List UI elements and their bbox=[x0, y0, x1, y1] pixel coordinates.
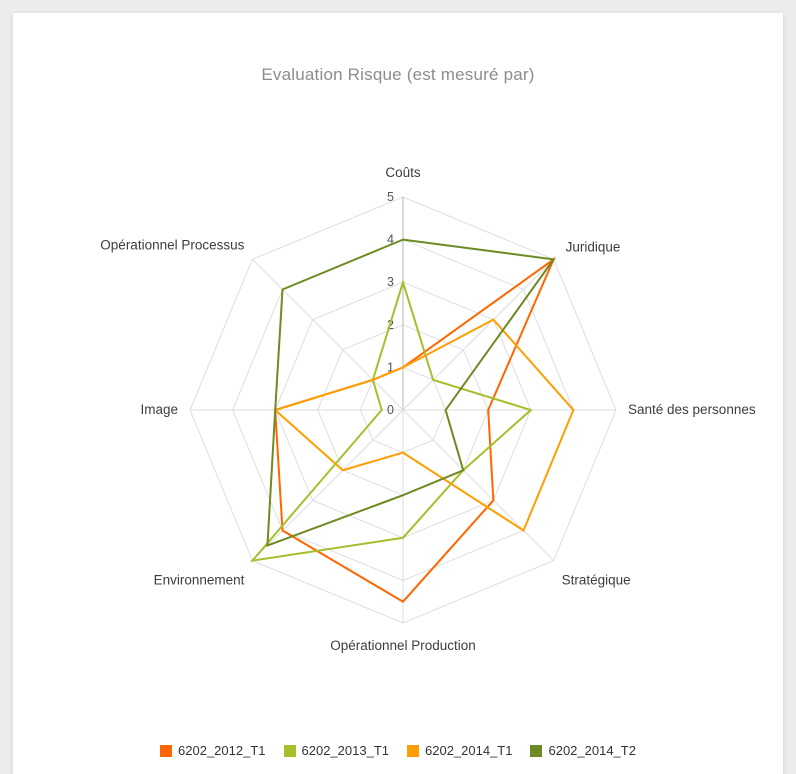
chart-legend: 6202_2012_T1 6202_2013_T1 6202_2014_T1 6202… bbox=[13, 743, 783, 758]
legend-swatch-6202-2014-t2 bbox=[530, 744, 543, 757]
series-line-6202-2013-t1 bbox=[249, 278, 533, 563]
legend-label-6202-2012-t1: 6202_2012_T1 bbox=[178, 743, 266, 758]
axis-label-couts: Coûts bbox=[385, 165, 421, 180]
legend-swatch-6202-2012-t1 bbox=[160, 744, 173, 757]
axis-label-juridique: Juridique bbox=[566, 239, 621, 254]
legend-swatch-6202-2013-t1 bbox=[283, 744, 296, 757]
series-line-6202-2014-t1 bbox=[273, 318, 575, 532]
axis-spoke-strategique bbox=[402, 409, 554, 561]
axis-tick-0: 0 bbox=[387, 403, 394, 417]
legend-item-6202-2013-t1[interactable]: 6202_2013_T1 bbox=[283, 743, 389, 758]
axis-label-image: Image bbox=[140, 402, 178, 417]
axis-label-strategique: Stratégique bbox=[562, 573, 631, 588]
axis-label-sante-des-personnes: Santé des personnes bbox=[628, 402, 756, 417]
axis-tick-4: 4 bbox=[387, 233, 394, 247]
axis-label-environnement: Environnement bbox=[154, 573, 245, 588]
legend-item-6202-2014-t1[interactable]: 6202_2014_T1 bbox=[407, 743, 512, 758]
legend-item-6202-2012-t1[interactable]: 6202_2012_T1 bbox=[160, 743, 266, 758]
legend-swatch-6202-2014-t1 bbox=[407, 744, 419, 757]
axis-spoke-juridique bbox=[402, 259, 554, 411]
axis-tick-1: 1 bbox=[387, 360, 394, 374]
axis-label-operationnel-processus: Opérationnel Processus bbox=[100, 237, 244, 252]
legend-label-6202-2014-t2: 6202_2014_T2 bbox=[548, 743, 636, 758]
axis-tick-5: 5 bbox=[387, 190, 394, 204]
axis-label-operationnel-production: Opérationnel Production bbox=[330, 638, 476, 653]
chart-title: Evaluation Risque (est mesuré par) bbox=[261, 65, 535, 84]
legend-label-6202-2013-t1: 6202_2013_T1 bbox=[301, 743, 389, 758]
legend-label-6202-2014-t1: 6202_2014_T1 bbox=[425, 743, 513, 758]
series-line-6202-2014-t2 bbox=[266, 238, 556, 548]
legend-item-6202-2014-t2[interactable]: 6202_2014_T2 bbox=[530, 743, 636, 758]
axis-tick-3: 3 bbox=[387, 275, 394, 289]
axis-spoke-environnement bbox=[252, 409, 404, 561]
axis-spoke-operationnel-processus bbox=[252, 259, 404, 411]
